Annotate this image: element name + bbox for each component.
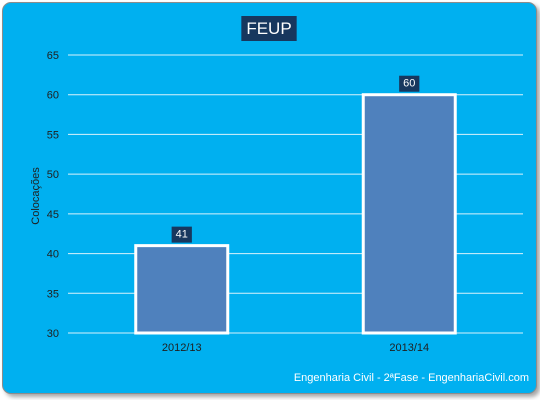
y-tick-label: 40 xyxy=(47,249,59,261)
bar-2013-14 xyxy=(361,93,457,335)
y-axis-ticks: 30 35 40 45 50 55 60 65 xyxy=(47,50,59,340)
chart-title-box xyxy=(241,16,297,41)
y-tick-label: 65 xyxy=(47,50,59,62)
x-tick-label: 2012/13 xyxy=(162,342,202,354)
data-label-box xyxy=(171,226,192,243)
y-axis-title: Colocações xyxy=(30,167,42,225)
y-tick-label: 35 xyxy=(47,288,59,300)
data-label: 41 xyxy=(176,229,188,241)
chart-title: FEUP xyxy=(246,19,291,38)
chart-frame: FEUP 30 35 40 45 50 55 60 65 Colocações 41 60 20… xyxy=(2,2,537,394)
y-tick-label: 60 xyxy=(47,90,59,102)
y-tick-label: 45 xyxy=(47,209,59,221)
data-label-box xyxy=(399,75,420,92)
footer-credit: Engenharia Civil - 2ªFase - EngenhariaCi… xyxy=(294,372,529,384)
x-tick-label: 2013/14 xyxy=(389,342,429,354)
data-label-group: 60 xyxy=(399,75,420,92)
y-tick-label: 30 xyxy=(47,328,59,340)
bars: 41 60 xyxy=(134,75,457,335)
data-label: 60 xyxy=(403,78,415,90)
chart-title-group: FEUP xyxy=(241,16,297,41)
y-tick-label: 50 xyxy=(47,169,59,181)
bar-chart: FEUP 30 35 40 45 50 55 60 65 Colocações 41 60 20… xyxy=(30,16,529,384)
x-axis-ticks: 2012/13 2013/14 xyxy=(162,342,429,354)
bar-2012-13 xyxy=(134,244,230,335)
data-label-group: 41 xyxy=(171,226,192,243)
y-tick-label: 55 xyxy=(47,129,59,141)
